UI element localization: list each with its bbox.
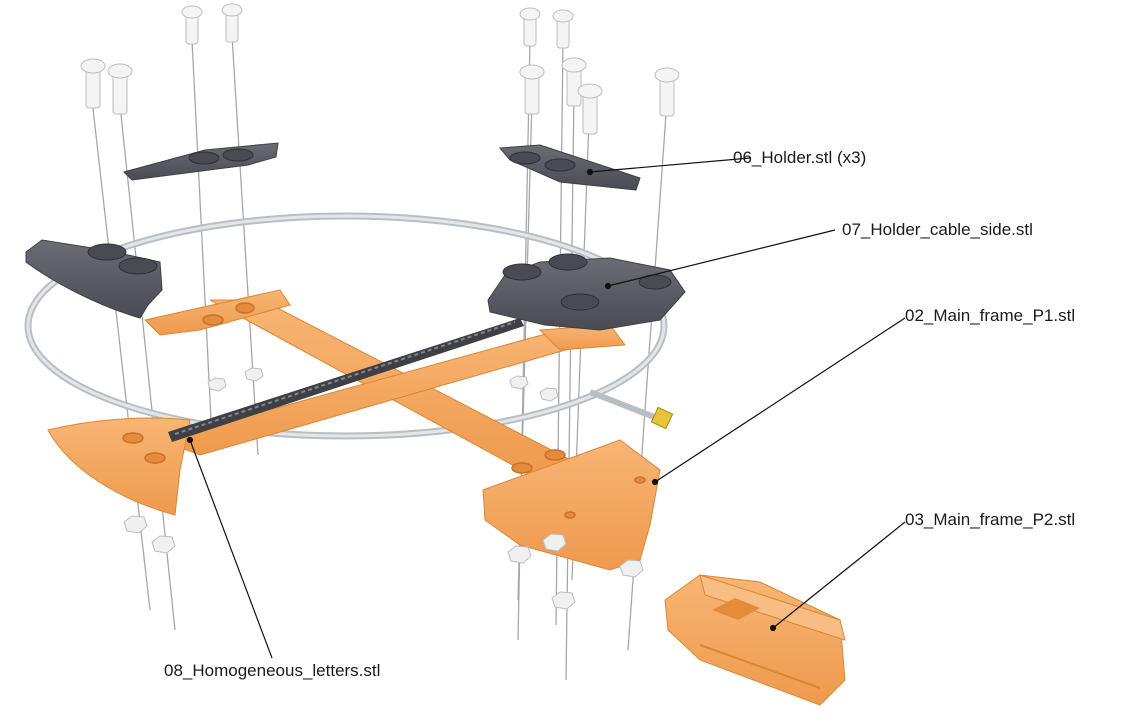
homogeneous-letters bbox=[168, 318, 524, 442]
nut-icon bbox=[551, 591, 576, 610]
screw-icon bbox=[221, 3, 243, 43]
main-frame-p1 bbox=[47, 289, 661, 571]
holder-cable-side bbox=[487, 253, 686, 331]
screw-icon bbox=[577, 83, 603, 135]
holder-back-right bbox=[498, 144, 641, 191]
label-homogeneous-letters: 08_Homogeneous_letters.stl bbox=[164, 661, 381, 680]
screw-icon bbox=[519, 7, 541, 47]
screw-icon bbox=[519, 64, 545, 115]
nut-icon bbox=[619, 559, 644, 578]
screw-icon bbox=[80, 58, 106, 109]
label-holder: 06_Holder.stl (x3) bbox=[733, 148, 867, 167]
screw-icon bbox=[107, 63, 133, 115]
screw-icon bbox=[654, 67, 680, 117]
label-main-frame-p2: 03_Main_frame_P2.stl bbox=[905, 510, 1076, 529]
nuts bbox=[123, 367, 644, 610]
label-main-frame-p1: 02_Main_frame_P1.stl bbox=[905, 306, 1076, 325]
screws bbox=[80, 3, 680, 135]
label-holder-cable-side: 07_Holder_cable_side.stl bbox=[842, 220, 1033, 239]
cable-ring bbox=[24, 212, 674, 440]
nut-icon bbox=[507, 545, 532, 564]
screw-icon bbox=[181, 5, 203, 45]
nut-icon bbox=[123, 515, 148, 534]
cable-connector bbox=[650, 406, 674, 430]
screw-icon bbox=[561, 57, 587, 107]
nut-icon bbox=[539, 387, 559, 402]
nut-icon bbox=[509, 375, 529, 390]
main-frame-p2 bbox=[664, 574, 846, 706]
nut-icon bbox=[207, 377, 227, 392]
frame-holes bbox=[122, 302, 646, 519]
screw-icon bbox=[552, 9, 574, 49]
nut-icon bbox=[542, 533, 567, 552]
callout-leader-lines bbox=[186, 157, 906, 659]
holder-left bbox=[25, 239, 163, 319]
assembly-guide-lines bbox=[91, 35, 668, 681]
nut-icon bbox=[244, 367, 264, 382]
holder-back-left bbox=[123, 142, 279, 181]
nut-icon bbox=[151, 535, 176, 554]
